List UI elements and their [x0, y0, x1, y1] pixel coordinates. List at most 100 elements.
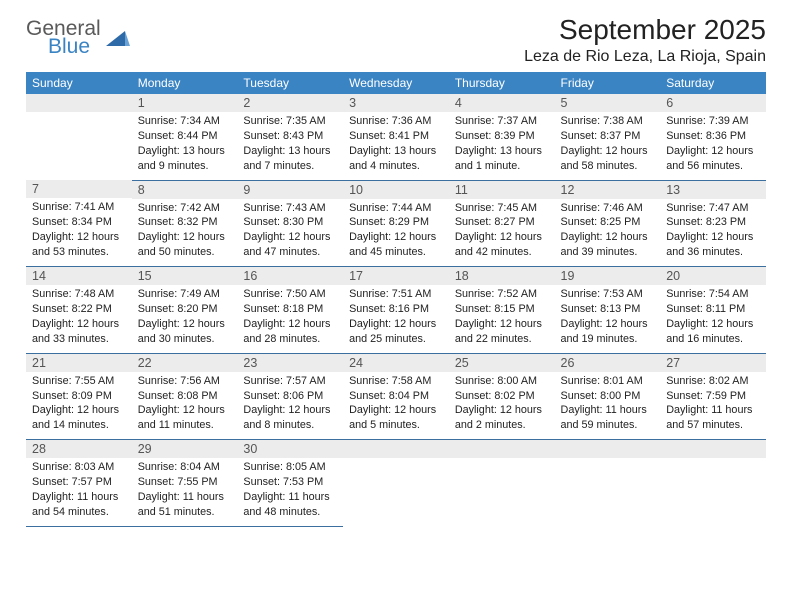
calendar-cell: 23Sunrise: 7:57 AMSunset: 8:06 PMDayligh… [237, 353, 343, 440]
calendar-cell: 6Sunrise: 7:39 AMSunset: 8:36 PMDaylight… [660, 94, 766, 180]
calendar-cell: 1Sunrise: 7:34 AMSunset: 8:44 PMDaylight… [132, 94, 238, 180]
day-number: 3 [343, 94, 449, 112]
day-body [555, 458, 661, 516]
logo-triangle-icon [106, 28, 130, 50]
day-body [343, 458, 449, 516]
day-body: Sunrise: 8:02 AMSunset: 7:59 PMDaylight:… [660, 372, 766, 440]
month-title: September 2025 [524, 14, 766, 46]
calendar-week-row: 1Sunrise: 7:34 AMSunset: 8:44 PMDaylight… [26, 94, 766, 180]
day-body: Sunrise: 7:39 AMSunset: 8:36 PMDaylight:… [660, 112, 766, 180]
weekday-header: Thursday [449, 72, 555, 94]
calendar-cell: 26Sunrise: 8:01 AMSunset: 8:00 PMDayligh… [555, 353, 661, 440]
day-number [26, 94, 132, 112]
day-body: Sunrise: 7:48 AMSunset: 8:22 PMDaylight:… [26, 285, 132, 353]
weekday-header: Sunday [26, 72, 132, 94]
calendar-cell: 21Sunrise: 7:55 AMSunset: 8:09 PMDayligh… [26, 353, 132, 440]
day-body: Sunrise: 7:35 AMSunset: 8:43 PMDaylight:… [237, 112, 343, 180]
calendar-cell: 2Sunrise: 7:35 AMSunset: 8:43 PMDaylight… [237, 94, 343, 180]
calendar-cell: 17Sunrise: 7:51 AMSunset: 8:16 PMDayligh… [343, 267, 449, 354]
day-number: 9 [237, 181, 343, 199]
day-number: 30 [237, 440, 343, 458]
day-number: 5 [555, 94, 661, 112]
weekday-header: Monday [132, 72, 238, 94]
calendar-cell: 18Sunrise: 7:52 AMSunset: 8:15 PMDayligh… [449, 267, 555, 354]
day-body: Sunrise: 7:47 AMSunset: 8:23 PMDaylight:… [660, 199, 766, 267]
calendar-cell: 20Sunrise: 7:54 AMSunset: 8:11 PMDayligh… [660, 267, 766, 354]
day-body: Sunrise: 7:36 AMSunset: 8:41 PMDaylight:… [343, 112, 449, 180]
calendar-cell: 4Sunrise: 7:37 AMSunset: 8:39 PMDaylight… [449, 94, 555, 180]
day-body: Sunrise: 7:58 AMSunset: 8:04 PMDaylight:… [343, 372, 449, 440]
day-number: 4 [449, 94, 555, 112]
day-body: Sunrise: 7:53 AMSunset: 8:13 PMDaylight:… [555, 285, 661, 353]
day-body: Sunrise: 7:41 AMSunset: 8:34 PMDaylight:… [26, 198, 132, 266]
calendar-week-row: 14Sunrise: 7:48 AMSunset: 8:22 PMDayligh… [26, 267, 766, 354]
calendar-cell: 19Sunrise: 7:53 AMSunset: 8:13 PMDayligh… [555, 267, 661, 354]
day-number: 14 [26, 267, 132, 285]
day-number: 12 [555, 181, 661, 199]
calendar-cell [449, 440, 555, 527]
day-number: 27 [660, 354, 766, 372]
weekday-header: Saturday [660, 72, 766, 94]
day-body: Sunrise: 7:56 AMSunset: 8:08 PMDaylight:… [132, 372, 238, 440]
day-number: 28 [26, 440, 132, 458]
weekday-header: Tuesday [237, 72, 343, 94]
calendar-week-row: 21Sunrise: 7:55 AMSunset: 8:09 PMDayligh… [26, 353, 766, 440]
calendar-cell [343, 440, 449, 527]
calendar-cell: 29Sunrise: 8:04 AMSunset: 7:55 PMDayligh… [132, 440, 238, 527]
day-body: Sunrise: 7:57 AMSunset: 8:06 PMDaylight:… [237, 372, 343, 440]
day-body: Sunrise: 7:46 AMSunset: 8:25 PMDaylight:… [555, 199, 661, 267]
day-number: 8 [132, 181, 238, 199]
day-body: Sunrise: 7:51 AMSunset: 8:16 PMDaylight:… [343, 285, 449, 353]
day-number: 23 [237, 354, 343, 372]
day-number: 18 [449, 267, 555, 285]
calendar-cell: 28Sunrise: 8:03 AMSunset: 7:57 PMDayligh… [26, 440, 132, 527]
day-body: Sunrise: 7:38 AMSunset: 8:37 PMDaylight:… [555, 112, 661, 180]
day-body: Sunrise: 7:34 AMSunset: 8:44 PMDaylight:… [132, 112, 238, 180]
calendar-cell [555, 440, 661, 527]
logo: General Blue [26, 18, 130, 57]
day-body [26, 112, 132, 170]
header: General Blue September 2025 Leza de Rio … [26, 14, 766, 66]
calendar-week-row: 28Sunrise: 8:03 AMSunset: 7:57 PMDayligh… [26, 440, 766, 527]
day-number: 7 [26, 180, 132, 198]
calendar-cell: 10Sunrise: 7:44 AMSunset: 8:29 PMDayligh… [343, 180, 449, 267]
day-body: Sunrise: 7:50 AMSunset: 8:18 PMDaylight:… [237, 285, 343, 353]
calendar-cell: 22Sunrise: 7:56 AMSunset: 8:08 PMDayligh… [132, 353, 238, 440]
calendar-cell: 24Sunrise: 7:58 AMSunset: 8:04 PMDayligh… [343, 353, 449, 440]
day-number: 15 [132, 267, 238, 285]
calendar-cell: 11Sunrise: 7:45 AMSunset: 8:27 PMDayligh… [449, 180, 555, 267]
day-body: Sunrise: 7:43 AMSunset: 8:30 PMDaylight:… [237, 199, 343, 267]
day-number: 19 [555, 267, 661, 285]
calendar-cell [660, 440, 766, 527]
day-number [449, 440, 555, 458]
day-number: 22 [132, 354, 238, 372]
calendar-cell [26, 94, 132, 180]
calendar-cell: 25Sunrise: 8:00 AMSunset: 8:02 PMDayligh… [449, 353, 555, 440]
day-body: Sunrise: 7:37 AMSunset: 8:39 PMDaylight:… [449, 112, 555, 180]
day-body: Sunrise: 7:49 AMSunset: 8:20 PMDaylight:… [132, 285, 238, 353]
day-body: Sunrise: 7:44 AMSunset: 8:29 PMDaylight:… [343, 199, 449, 267]
day-body: Sunrise: 7:54 AMSunset: 8:11 PMDaylight:… [660, 285, 766, 353]
day-number: 2 [237, 94, 343, 112]
weekday-header-row: SundayMondayTuesdayWednesdayThursdayFrid… [26, 72, 766, 94]
day-number: 21 [26, 354, 132, 372]
weekday-header: Friday [555, 72, 661, 94]
calendar-cell: 13Sunrise: 7:47 AMSunset: 8:23 PMDayligh… [660, 180, 766, 267]
day-number: 13 [660, 181, 766, 199]
calendar-cell: 15Sunrise: 7:49 AMSunset: 8:20 PMDayligh… [132, 267, 238, 354]
day-body: Sunrise: 7:45 AMSunset: 8:27 PMDaylight:… [449, 199, 555, 267]
weekday-header: Wednesday [343, 72, 449, 94]
calendar-cell: 3Sunrise: 7:36 AMSunset: 8:41 PMDaylight… [343, 94, 449, 180]
location: Leza de Rio Leza, La Rioja, Spain [524, 48, 766, 66]
day-number: 20 [660, 267, 766, 285]
calendar-week-row: 7Sunrise: 7:41 AMSunset: 8:34 PMDaylight… [26, 180, 766, 267]
day-number: 6 [660, 94, 766, 112]
day-number: 25 [449, 354, 555, 372]
calendar-cell: 27Sunrise: 8:02 AMSunset: 7:59 PMDayligh… [660, 353, 766, 440]
calendar-cell: 16Sunrise: 7:50 AMSunset: 8:18 PMDayligh… [237, 267, 343, 354]
calendar-cell: 8Sunrise: 7:42 AMSunset: 8:32 PMDaylight… [132, 180, 238, 267]
day-number: 26 [555, 354, 661, 372]
calendar-cell: 30Sunrise: 8:05 AMSunset: 7:53 PMDayligh… [237, 440, 343, 527]
day-body: Sunrise: 8:03 AMSunset: 7:57 PMDaylight:… [26, 458, 132, 526]
day-number: 24 [343, 354, 449, 372]
